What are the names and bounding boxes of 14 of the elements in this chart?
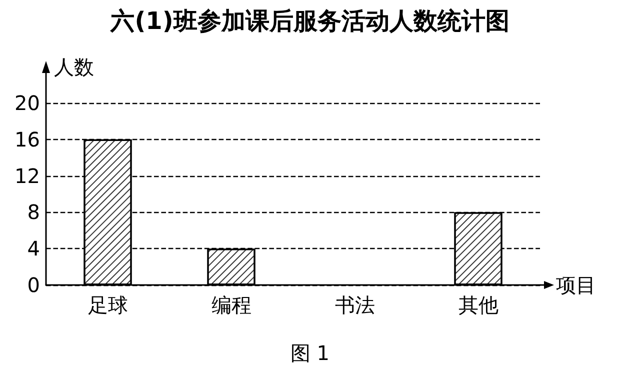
y-tick-label: 8 bbox=[27, 200, 40, 224]
y-axis-title: 人数 bbox=[54, 55, 94, 79]
y-tick-label: 16 bbox=[14, 127, 40, 152]
y-tick-label: 12 bbox=[14, 164, 40, 188]
x-tick-label: 足球 bbox=[88, 293, 128, 317]
x-tick-label: 编程 bbox=[211, 293, 252, 317]
y-tick-label: 20 bbox=[14, 91, 40, 115]
x-axis-title: 项目 bbox=[556, 273, 596, 297]
x-tick-label: 书法 bbox=[334, 293, 375, 317]
y-tick-label: 4 bbox=[27, 236, 40, 261]
x-tick-label: 其他 bbox=[458, 293, 498, 317]
chart-title: 六(1)班参加课后服务活动人数统计图 bbox=[110, 7, 510, 35]
caption: 图 1 bbox=[290, 341, 330, 365]
y-tick-label: 0 bbox=[27, 273, 40, 297]
